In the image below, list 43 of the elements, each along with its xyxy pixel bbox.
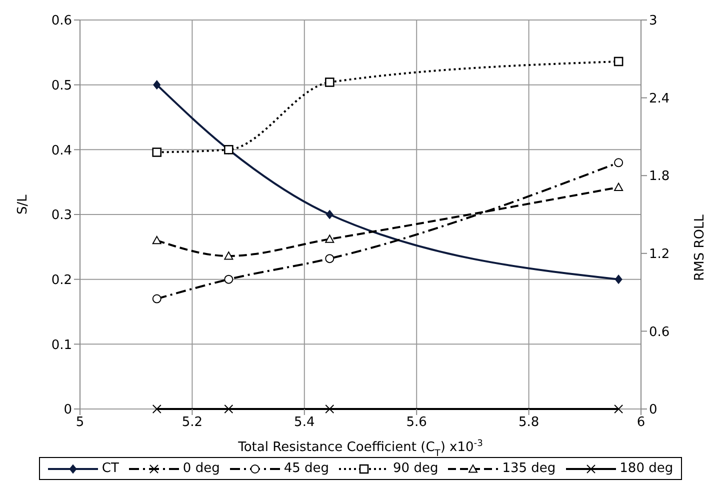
y-tick-label: 0.3 <box>51 208 72 224</box>
x-tick-label: 6 <box>636 415 646 430</box>
y2-axis-title: RMS ROLL <box>692 214 708 281</box>
y2-tick-label: 2.4 <box>649 91 670 106</box>
point <box>326 210 334 219</box>
y-tick-label: 0.4 <box>51 143 72 158</box>
point <box>224 251 234 260</box>
y2-tick-label: 1.8 <box>649 169 670 184</box>
y2-tick-label: 3 <box>649 14 658 29</box>
point <box>614 56 624 66</box>
point <box>614 182 624 191</box>
legend-label: 0 deg <box>182 461 220 476</box>
y-tick-label: 0 <box>64 402 72 418</box>
y-axis-title: S/L <box>16 194 31 214</box>
y2-tick-label: 0.6 <box>649 324 670 340</box>
legend-label: 135 deg <box>502 461 556 476</box>
point <box>614 404 624 414</box>
y-tick-label: 0.5 <box>51 78 72 94</box>
y2-tick-label: 0 <box>649 402 658 418</box>
point <box>152 236 162 244</box>
point <box>325 234 334 243</box>
legend-label: 45 deg <box>284 461 330 476</box>
legend-label: 90 deg <box>393 461 438 476</box>
x-tick-label: 5.2 <box>182 415 203 430</box>
point <box>614 274 622 284</box>
point <box>224 404 234 414</box>
y-tick-label: 0.1 <box>51 338 72 353</box>
y-tick-label: 0.2 <box>51 272 72 288</box>
legend-label: 180 deg <box>620 461 674 476</box>
x-tick-label: 5.8 <box>518 415 540 430</box>
point <box>325 404 334 414</box>
point <box>153 80 161 90</box>
point <box>152 404 162 414</box>
point <box>224 274 234 284</box>
point <box>152 148 162 157</box>
point <box>324 78 334 87</box>
x-tick-label: 5.6 <box>406 415 427 430</box>
x-tick-label: 5.4 <box>294 415 315 430</box>
y2-tick-label: 1.2 <box>649 247 670 262</box>
x-axis-title: Total Resistance Coefficient (C$_{T}$) x10$^{-3}$ <box>237 439 484 459</box>
x-tick-label: 5 <box>76 415 84 430</box>
y-tick-label: 0.6 <box>51 14 72 29</box>
legend-label: CT <box>102 461 119 476</box>
